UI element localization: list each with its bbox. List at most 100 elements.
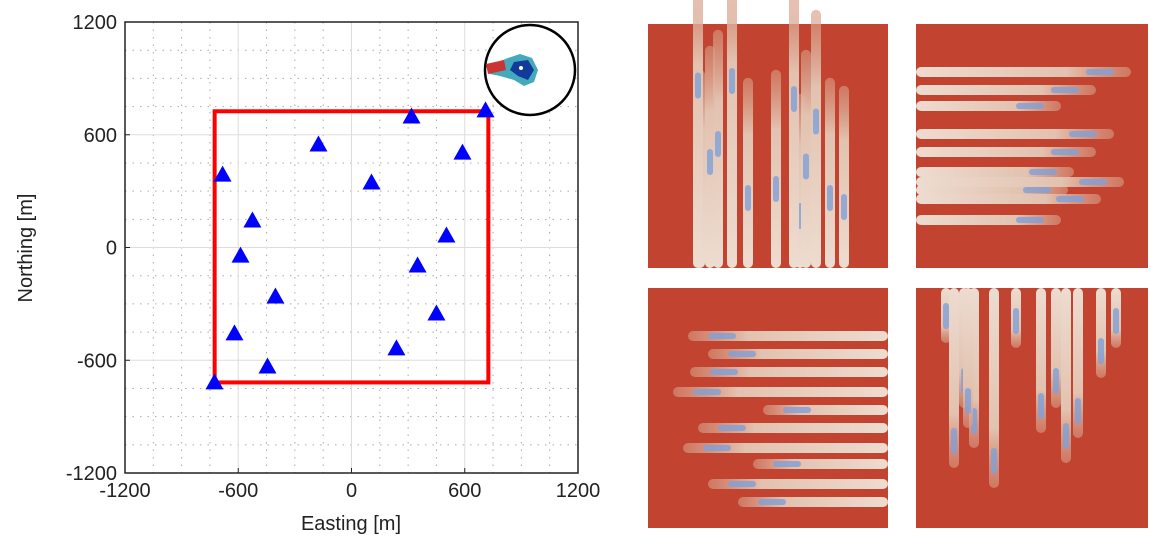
triangle-marker: [266, 287, 285, 304]
region-outline: [212, 109, 491, 385]
triangle-marker: [205, 373, 224, 390]
wake: [916, 129, 1114, 139]
wake-core: [803, 153, 809, 180]
wake-core: [1098, 338, 1104, 364]
wake-core: [758, 499, 786, 505]
triangle-marker: [453, 143, 472, 160]
wake-core: [695, 72, 701, 99]
wake: [839, 85, 849, 268]
wake-core: [710, 369, 738, 375]
axes-box: [124, 21, 579, 474]
wake-core: [1051, 87, 1079, 93]
wake: [949, 288, 959, 468]
triangle-marker: [476, 101, 495, 118]
wake: [989, 288, 999, 488]
wake-core: [991, 448, 997, 474]
triangle-marker: [231, 246, 250, 263]
wake-core: [1038, 393, 1044, 419]
wake: [771, 69, 781, 268]
wake-core: [773, 176, 779, 202]
wake-core: [745, 185, 751, 211]
y-tick-label: -1200: [66, 463, 117, 485]
wake-core: [1086, 69, 1114, 75]
wake-core: [1051, 149, 1079, 155]
wake-core: [783, 407, 811, 413]
y-tick-label: 0: [106, 238, 117, 260]
triangle-marker: [225, 324, 244, 341]
wake: [698, 423, 888, 433]
wake-core: [729, 68, 735, 94]
wake: [693, 0, 703, 268]
triangle-marker: [402, 107, 421, 124]
wake-core: [965, 388, 971, 414]
wake: [916, 194, 1101, 204]
wake: [811, 9, 821, 269]
wake: [916, 85, 1096, 95]
wake-core: [708, 333, 736, 339]
wake: [688, 331, 888, 341]
wake-core: [773, 461, 801, 467]
wake-core: [1016, 217, 1044, 223]
x-axis-label: Easting [m]: [301, 513, 401, 535]
wake-core: [703, 445, 731, 451]
triangle-marker: [213, 165, 232, 182]
x-tick-label: -1200: [99, 480, 150, 502]
x-tick-label: 600: [448, 480, 481, 502]
wake: [825, 77, 835, 268]
wake-core: [1023, 187, 1051, 193]
wake: [673, 387, 888, 397]
y-axis-label: Northing [m]: [15, 194, 37, 303]
inset-blob-core: [510, 60, 534, 80]
y-tick-label: 1200: [73, 12, 118, 34]
triangle-marker: [408, 256, 427, 273]
wake-core: [718, 425, 746, 431]
wake-core: [1113, 308, 1119, 334]
wake-core: [1013, 308, 1019, 334]
triangle-marker: [437, 226, 456, 243]
wake-core: [951, 428, 957, 454]
triangle-marker: [243, 211, 262, 228]
panel-background: [916, 24, 1148, 268]
wake-core: [1056, 196, 1084, 202]
x-tick-label: -600: [218, 480, 258, 502]
simulation-panels: [648, 0, 1148, 528]
wake: [1096, 288, 1106, 378]
wake: [690, 367, 888, 377]
wake: [1061, 288, 1071, 463]
x-tick-label: 0: [346, 480, 357, 502]
wake-core: [1075, 398, 1081, 424]
x-tick-label: 1200: [556, 480, 601, 502]
wake: [916, 147, 1096, 157]
inset-blob-red: [486, 60, 506, 74]
triangle-marker: [258, 357, 277, 374]
wake-core: [1079, 179, 1107, 185]
wake-core: [943, 303, 949, 329]
y-tick-label: -600: [77, 350, 117, 372]
wake: [743, 77, 753, 268]
panel-background: [648, 24, 888, 268]
wake: [789, 0, 799, 268]
triangle-marker: [309, 135, 328, 152]
wake: [916, 177, 1124, 187]
wake: [683, 443, 888, 453]
wake: [916, 67, 1131, 77]
y-tick-label: 600: [84, 125, 117, 147]
wake-core: [827, 185, 833, 211]
triangle-marker: [362, 173, 381, 190]
wake-core: [841, 194, 847, 220]
wake-core: [715, 131, 721, 157]
wake-core: [728, 351, 756, 357]
wake-core: [1063, 423, 1069, 449]
wake-core: [707, 149, 713, 175]
wake-core: [1016, 103, 1044, 109]
wake-core: [791, 86, 797, 112]
wake-core: [813, 108, 819, 135]
wake-core: [693, 389, 721, 395]
inset-dot: [519, 66, 523, 70]
triangle-marker: [427, 304, 446, 321]
wake-core: [728, 481, 756, 487]
wake-core: [1053, 368, 1059, 394]
wake-core: [1029, 169, 1057, 175]
wake: [727, 0, 737, 268]
